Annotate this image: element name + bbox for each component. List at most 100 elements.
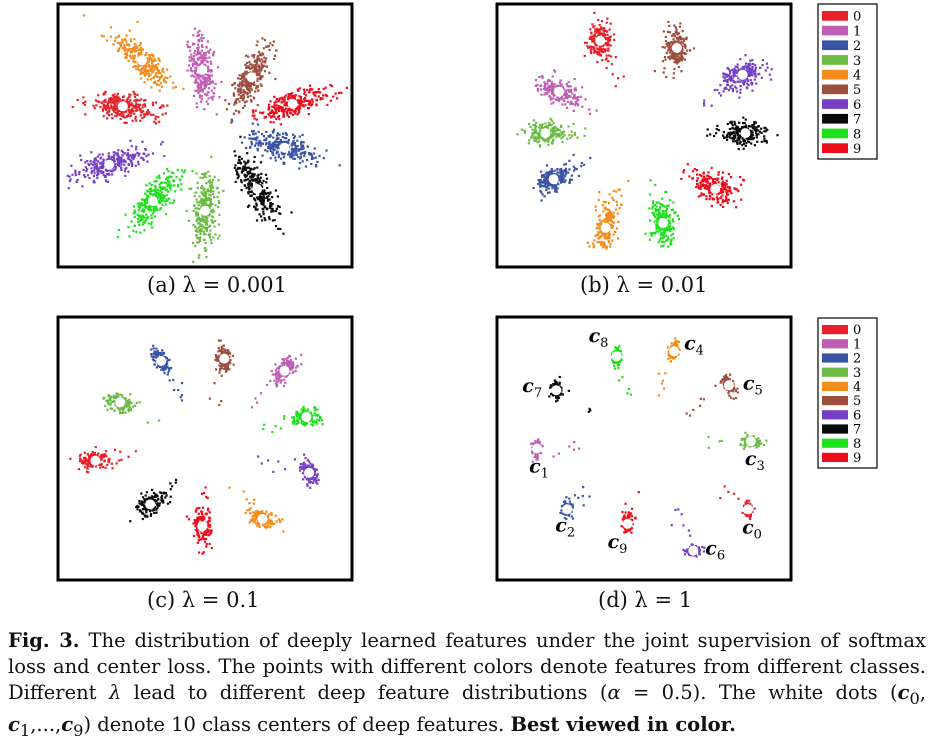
feature-point — [657, 212, 660, 215]
feature-point — [667, 56, 670, 59]
feature-point — [292, 137, 296, 140]
feature-point — [206, 93, 209, 96]
feature-point — [237, 161, 240, 164]
feature-point — [198, 226, 201, 229]
feature-point — [201, 176, 204, 180]
feature-point — [256, 149, 259, 152]
feature-point — [249, 82, 253, 85]
feature-point — [737, 190, 740, 193]
feature-point — [155, 72, 158, 75]
feature-point — [738, 80, 741, 83]
feature-point — [677, 32, 681, 35]
feature-point — [135, 68, 138, 71]
feature-point — [678, 51, 682, 54]
feature-point — [750, 142, 753, 145]
feature-point — [541, 180, 544, 183]
feature-point — [680, 38, 683, 41]
feature-point — [294, 107, 297, 110]
feature-point — [142, 204, 145, 207]
feature-point — [278, 118, 281, 121]
feature-point — [123, 163, 126, 166]
feature-point — [760, 76, 763, 79]
feature-point — [211, 208, 215, 212]
feature-point — [249, 184, 253, 187]
feature-point — [124, 174, 127, 177]
feature-point — [210, 239, 213, 242]
feature-point — [251, 114, 254, 117]
feature-point — [549, 129, 553, 132]
feature-point — [201, 215, 204, 218]
feature-point — [736, 132, 739, 135]
feature-point — [145, 213, 148, 216]
feature-point — [256, 166, 259, 169]
feature-point — [84, 175, 87, 178]
feature-point — [139, 72, 142, 75]
feature-point — [209, 60, 212, 63]
feature-point — [294, 151, 298, 154]
feature-point — [271, 196, 274, 199]
feature-point — [542, 185, 545, 188]
feature-point — [668, 229, 672, 233]
feature-point — [196, 51, 199, 54]
feature-point — [146, 109, 150, 112]
feature-point — [559, 179, 562, 182]
feature-point — [127, 163, 130, 166]
feature-point — [186, 43, 189, 46]
feature-point — [314, 91, 317, 94]
feature-point — [318, 154, 321, 158]
feature-point — [537, 183, 540, 186]
feature-point — [247, 166, 250, 169]
feature-point — [148, 187, 152, 190]
feature-point — [598, 53, 601, 56]
feature-point — [196, 76, 199, 79]
feature-point — [540, 126, 543, 129]
feature-point — [267, 106, 270, 109]
feature-point — [707, 185, 710, 188]
feature-point — [696, 183, 699, 186]
feature-point — [726, 138, 729, 141]
feature-point — [747, 65, 750, 68]
feature-point — [595, 109, 598, 112]
feature-point — [138, 53, 141, 57]
feature-point — [257, 144, 260, 147]
feature-point — [177, 184, 180, 187]
feature-point — [271, 110, 275, 113]
feature-point — [153, 120, 156, 123]
feature-point — [195, 81, 198, 84]
cluster-class-3 — [516, 117, 587, 148]
feature-point — [580, 165, 583, 168]
panel-frame — [56, 315, 354, 582]
feature-point — [150, 205, 154, 208]
feature-point — [204, 54, 207, 57]
feature-point — [710, 176, 713, 179]
feature-point — [719, 94, 723, 97]
feature-point — [192, 94, 196, 97]
feature-point — [668, 45, 671, 48]
feature-point — [285, 132, 288, 135]
feature-point — [596, 227, 599, 230]
feature-point — [194, 225, 197, 228]
feature-point — [244, 79, 247, 82]
feature-point — [555, 188, 558, 191]
feature-point — [264, 205, 267, 208]
feature-point — [201, 193, 204, 196]
feature-point — [287, 95, 290, 99]
feature-point — [261, 200, 264, 203]
feature-point — [553, 94, 557, 97]
feature-point — [129, 94, 132, 97]
feature-point — [148, 190, 151, 193]
feature-point — [679, 35, 682, 38]
feature-point — [302, 141, 305, 144]
feature-point — [207, 51, 211, 54]
feature-point — [654, 231, 657, 234]
feature-point — [696, 177, 699, 180]
feature-point — [137, 221, 140, 224]
feature-point — [142, 198, 145, 201]
feature-point — [86, 168, 89, 171]
feature-point — [539, 189, 542, 192]
feature-point — [203, 233, 206, 236]
feature-point — [738, 69, 741, 72]
feature-point — [137, 154, 140, 157]
feature-point — [667, 20, 670, 23]
feature-point — [239, 135, 242, 138]
